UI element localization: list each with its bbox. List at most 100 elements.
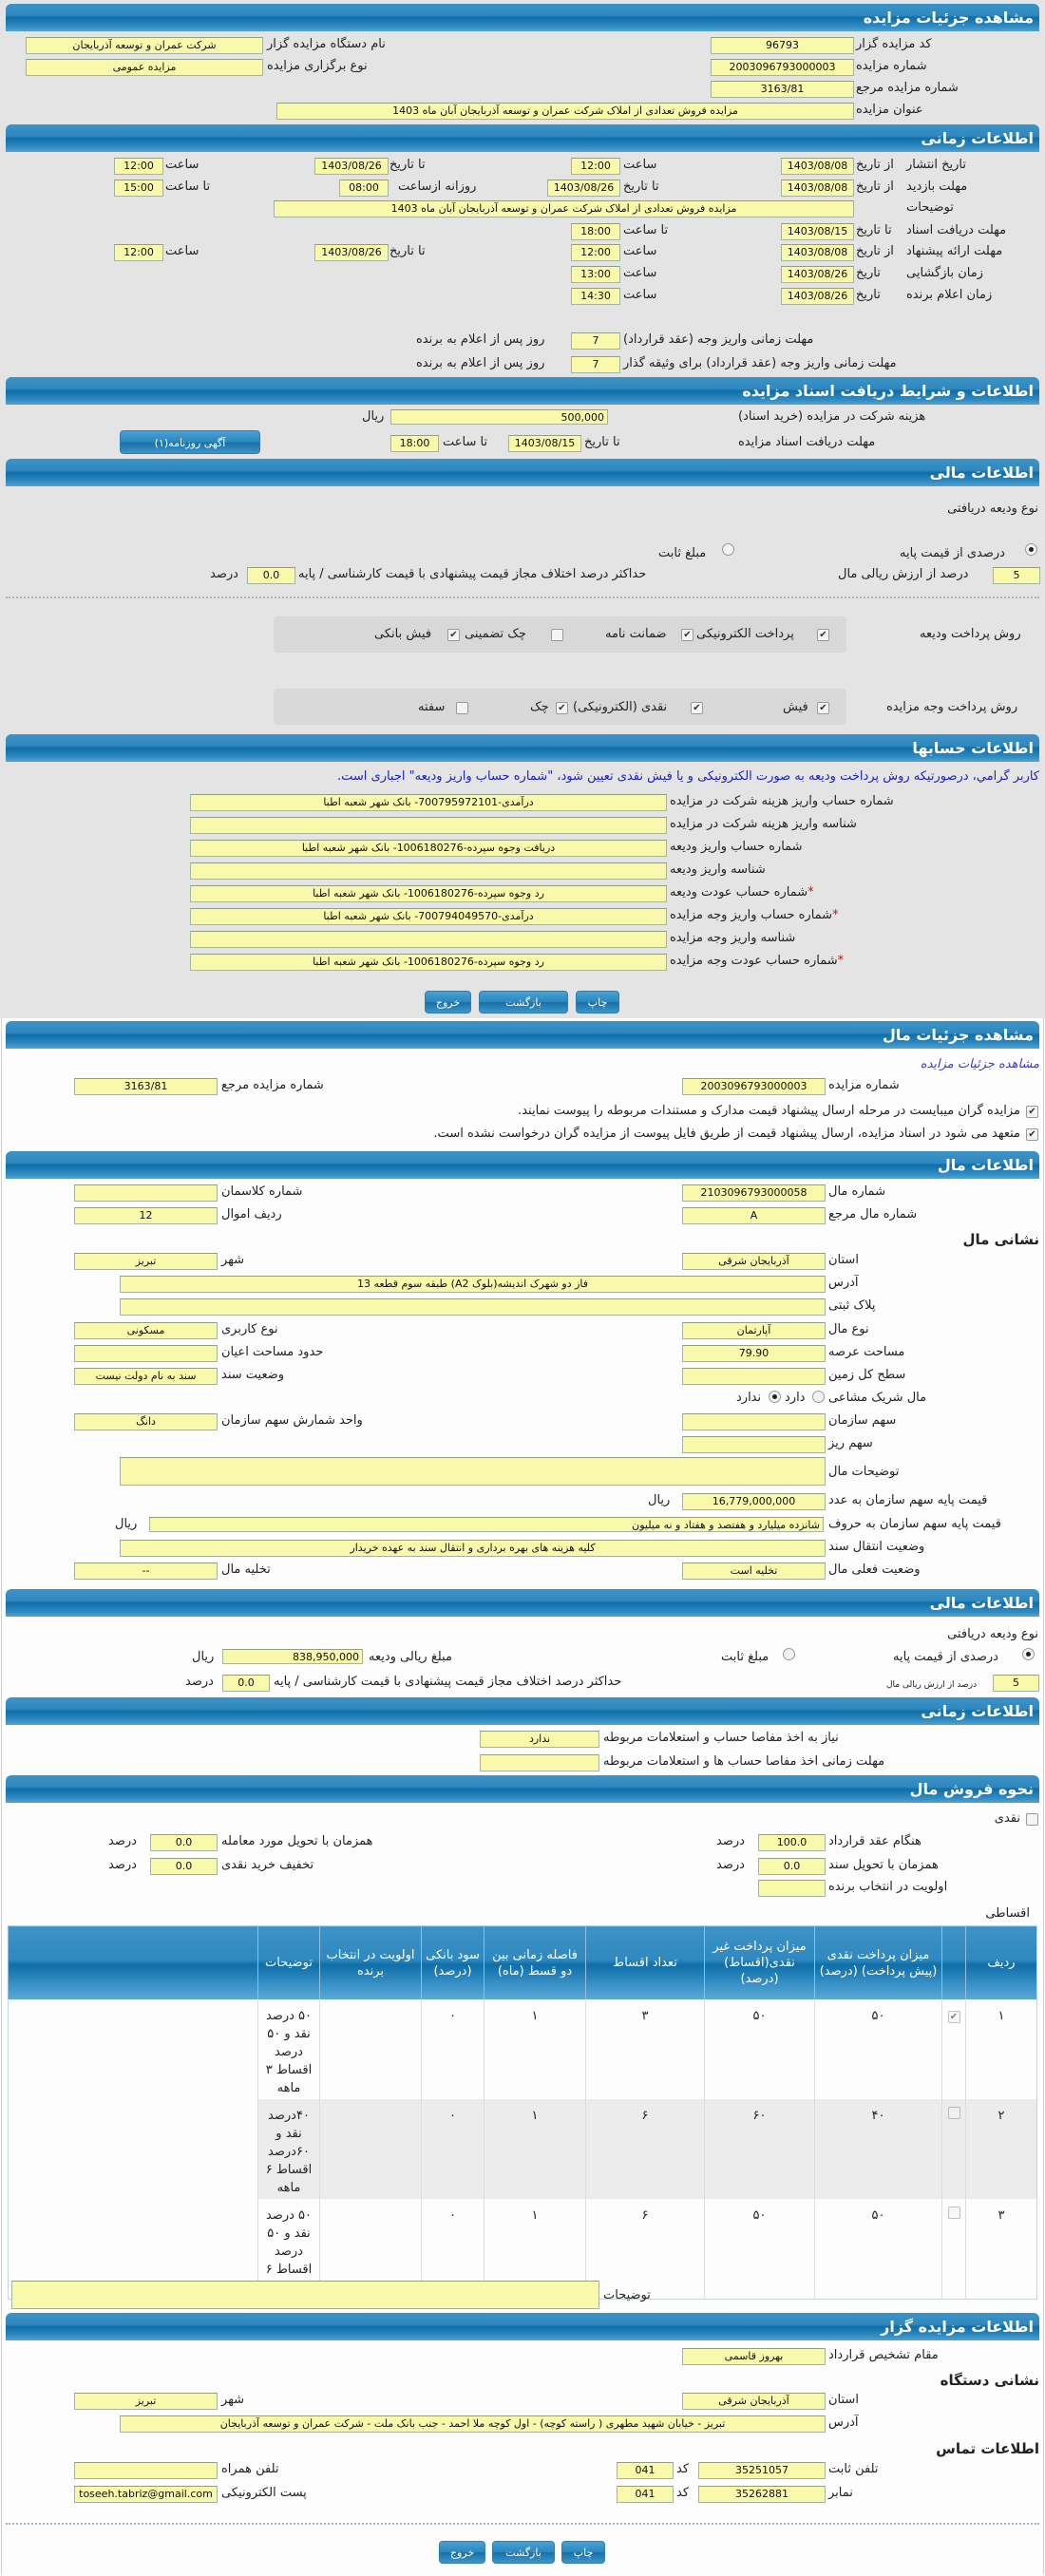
asset-row-field[interactable]: 12 bbox=[74, 1207, 218, 1224]
deposit-cheque-checkbox[interactable] bbox=[551, 629, 563, 641]
sub-share-field[interactable] bbox=[682, 1436, 826, 1453]
offer-from-date[interactable]: 1403/08/08 bbox=[781, 244, 854, 261]
percent-radio[interactable] bbox=[1025, 543, 1037, 556]
payment-cheque-checkbox[interactable] bbox=[556, 702, 568, 714]
deposit-electronic-checkbox[interactable] bbox=[817, 629, 829, 641]
exit-button[interactable]: خروج bbox=[425, 991, 471, 1013]
clearance-field[interactable]: ندارد bbox=[480, 1731, 599, 1748]
fax-code-field[interactable]: 041 bbox=[617, 2486, 674, 2503]
back-button-bottom[interactable]: بازگشت bbox=[492, 2541, 555, 2564]
row-checkbox[interactable] bbox=[947, 2107, 960, 2119]
pf-percent-radio[interactable] bbox=[1022, 1648, 1035, 1660]
print-button-bottom[interactable]: چاپ bbox=[561, 2541, 605, 2564]
evacuation-field[interactable]: -- bbox=[74, 1563, 218, 1580]
authority-field[interactable]: بهروز قاسمی bbox=[682, 2348, 826, 2365]
account-field[interactable] bbox=[190, 862, 667, 880]
org-address-field[interactable]: تبریز - خیابان شهید مطهری ( راسته کوچه) … bbox=[120, 2415, 826, 2433]
visit-daily-from-time[interactable]: 08:00 bbox=[339, 180, 389, 197]
row-checkbox[interactable] bbox=[947, 2207, 960, 2219]
max-diff-field[interactable]: 0.0 bbox=[247, 567, 295, 584]
deed-status-field[interactable]: سند به نام دولت نیست bbox=[74, 1368, 218, 1385]
deposit-percent-field[interactable]: 5 bbox=[993, 567, 1040, 584]
property-number-field[interactable]: 2103096793000058 bbox=[682, 1184, 826, 1202]
pf-percent-field[interactable]: 5 bbox=[993, 1675, 1039, 1692]
docs-to-date[interactable]: 1403/08/15 bbox=[781, 223, 854, 240]
row-checkbox[interactable] bbox=[947, 2011, 960, 2023]
payment-cash-checkbox[interactable] bbox=[691, 702, 703, 714]
auction-subject-field[interactable]: مزایده فروش تعدادی از املاک شرکت عمران و… bbox=[276, 103, 854, 120]
fax-field[interactable]: 35262881 bbox=[698, 2486, 826, 2503]
pay-contract-days[interactable]: 7 bbox=[571, 332, 620, 350]
shared-no-radio[interactable] bbox=[769, 1391, 781, 1403]
offer-from-time[interactable]: 12:00 bbox=[571, 244, 620, 261]
email-field[interactable]: toseeh.tabriz@gmail.com bbox=[74, 2486, 218, 2503]
pf-fixed-radio[interactable] bbox=[783, 1648, 795, 1660]
clearance-deadline-field[interactable] bbox=[480, 1754, 599, 1771]
property-ref-field[interactable]: A bbox=[682, 1207, 826, 1224]
account-field[interactable]: درآمدی-700795972101- بانک شهر شعبه اطبا bbox=[190, 794, 667, 811]
docs-to-time[interactable]: 18:00 bbox=[571, 223, 620, 240]
auction-number-field[interactable]: 2003096793000003 bbox=[711, 59, 854, 76]
opening-date[interactable]: 1403/08/26 bbox=[781, 266, 854, 283]
auction-details-link[interactable]: مشاهده جزئیات مزایده bbox=[920, 1057, 1039, 1071]
class-number-field[interactable] bbox=[74, 1184, 218, 1202]
payment-promissory-checkbox[interactable] bbox=[456, 702, 468, 714]
pd-auction-ref-field[interactable]: 3163/81 bbox=[74, 1078, 218, 1095]
winner-time[interactable]: 14:30 bbox=[571, 288, 620, 305]
property-notes-field[interactable] bbox=[120, 1457, 826, 1486]
account-field[interactable]: رد وجوه سپرده-1006180276- بانک شهر شعبه … bbox=[190, 885, 667, 902]
priority-field[interactable] bbox=[758, 1880, 826, 1897]
offer-to-time[interactable]: 12:00 bbox=[114, 244, 163, 261]
visit-from-date[interactable]: 1403/08/08 bbox=[781, 180, 854, 197]
property-kind-field[interactable]: آپارتمان bbox=[682, 1322, 826, 1339]
doc-deadline-time[interactable]: 18:00 bbox=[390, 435, 439, 452]
property-city-field[interactable]: تبریز bbox=[74, 1253, 218, 1270]
auctioneer-code-field[interactable]: 96793 bbox=[711, 37, 854, 54]
publish-to-date[interactable]: 1403/08/26 bbox=[314, 158, 389, 175]
property-province-field[interactable]: آذربایجان شرقی bbox=[682, 1253, 826, 1270]
deposit-amount-field[interactable]: 838,950,000 bbox=[222, 1649, 363, 1664]
doc-deadline-date[interactable]: 1403/08/15 bbox=[508, 435, 581, 452]
org-city-field[interactable]: تبریز bbox=[74, 2393, 218, 2410]
timing-desc-field[interactable]: مزایده فروش تعدادی از املاک شرکت عمران و… bbox=[274, 200, 854, 218]
print-button[interactable]: چاپ bbox=[576, 991, 619, 1013]
pf-max-diff-field[interactable]: 0.0 bbox=[222, 1675, 270, 1692]
plate-field[interactable] bbox=[120, 1298, 826, 1316]
mobile-field[interactable] bbox=[74, 2462, 218, 2479]
building-area-field[interactable] bbox=[74, 1345, 218, 1362]
exit-button-bottom[interactable]: خروج bbox=[439, 2541, 485, 2564]
share-unit-field[interactable]: دانگ bbox=[74, 1413, 218, 1430]
shared-yes-radio[interactable] bbox=[812, 1391, 825, 1403]
land-area-field[interactable]: 79.90 bbox=[682, 1345, 826, 1362]
auction-type-field[interactable]: مزایده عمومی bbox=[26, 59, 263, 76]
newspaper-ad-button[interactable]: آگهی روزنامه(۱) bbox=[120, 430, 260, 454]
sale-notes-field[interactable] bbox=[11, 2281, 599, 2309]
current-status-field[interactable]: تخلیه است bbox=[682, 1563, 826, 1580]
doc-fee-field[interactable]: 500,000 bbox=[390, 409, 608, 425]
property-address-field[interactable]: فاز دو شهرک اندیشه(بلوک A2) طبقه سوم قطع… bbox=[120, 1276, 826, 1293]
visit-to-date[interactable]: 1403/08/26 bbox=[547, 180, 620, 197]
transfer-status-field[interactable]: کلیه هزینه های بهره برداری و انتقال سند … bbox=[120, 1540, 826, 1557]
cash-sale-checkbox[interactable] bbox=[1026, 1813, 1038, 1826]
offer-to-date[interactable]: 1403/08/26 bbox=[314, 244, 389, 261]
on-contract-field[interactable]: 100.0 bbox=[758, 1834, 826, 1851]
org-name-field[interactable]: شرکت عمران و توسعه آذربایجان bbox=[26, 37, 263, 54]
base-price-words-field[interactable]: شانزده میلیارد و هفتصد و هفتاد و نه میلی… bbox=[149, 1517, 824, 1532]
winner-date[interactable]: 1403/08/26 bbox=[781, 288, 854, 305]
attach-required-checkbox[interactable] bbox=[1026, 1106, 1038, 1118]
visit-to-time[interactable]: 15:00 bbox=[114, 180, 163, 197]
org-share-field[interactable] bbox=[682, 1413, 826, 1430]
cash-discount-field[interactable]: 0.0 bbox=[150, 1858, 218, 1875]
account-field[interactable]: درآمدی-700794049570- بانک شهر شعبه اطبا bbox=[190, 908, 667, 925]
publish-to-time[interactable]: 12:00 bbox=[114, 158, 163, 175]
publish-from-time[interactable]: 12:00 bbox=[571, 158, 620, 175]
no-attach-checkbox[interactable] bbox=[1026, 1128, 1038, 1141]
usage-field[interactable]: مسکونی bbox=[74, 1322, 218, 1339]
publish-from-date[interactable]: 1403/08/08 bbox=[781, 158, 854, 175]
org-province-field[interactable]: آذربایجان شرقی bbox=[682, 2393, 826, 2410]
deposit-guarantee-checkbox[interactable] bbox=[681, 629, 694, 641]
deposit-bank-slip-checkbox[interactable] bbox=[447, 629, 460, 641]
auction-ref-field[interactable]: 3163/81 bbox=[711, 81, 854, 98]
opening-time[interactable]: 13:00 bbox=[571, 266, 620, 283]
total-land-field[interactable] bbox=[682, 1368, 826, 1385]
